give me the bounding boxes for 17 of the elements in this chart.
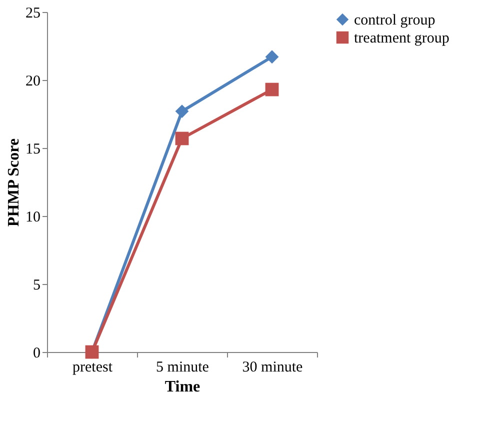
y-tick-label: 5 bbox=[33, 278, 40, 294]
x-tick-label: 30 minute bbox=[242, 360, 304, 376]
x-tick-label: pretest bbox=[72, 360, 114, 376]
y-tick-label: 0 bbox=[33, 346, 40, 362]
y-tick-label: 25 bbox=[26, 6, 40, 22]
point bbox=[175, 132, 189, 146]
legend-label: control group bbox=[354, 12, 436, 28]
y-tick-label: 10 bbox=[26, 210, 40, 226]
y-tick-label: 20 bbox=[26, 74, 40, 90]
point bbox=[175, 104, 189, 118]
point bbox=[265, 50, 279, 64]
legend-label: treatment group bbox=[354, 30, 450, 46]
point bbox=[265, 82, 279, 96]
x-tick-label: 5 minute bbox=[156, 360, 210, 376]
y-axis-title: PHMP Score bbox=[6, 138, 22, 227]
y-tick-label: 15 bbox=[26, 142, 40, 158]
x-axis-title: Time bbox=[164, 378, 200, 396]
